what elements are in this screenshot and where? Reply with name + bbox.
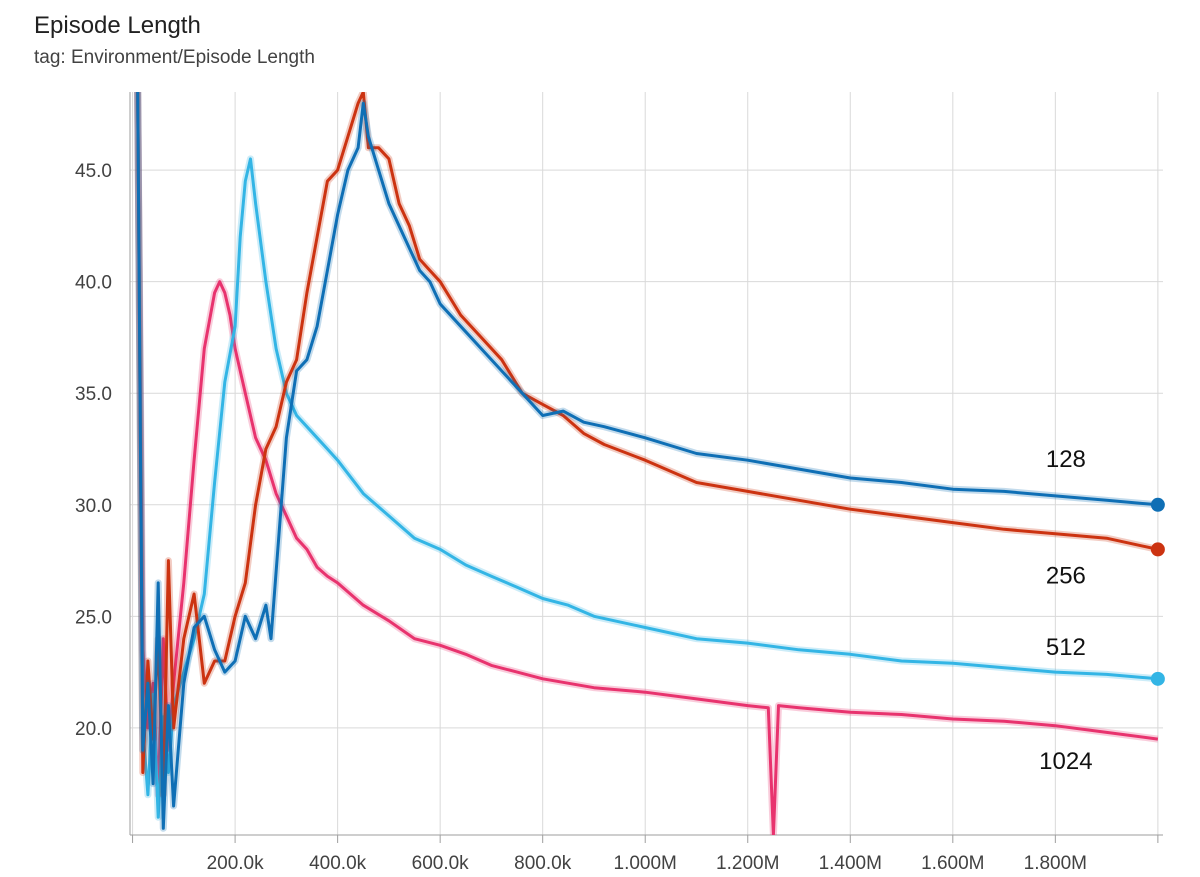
y-tick-label: 45.0 [75,161,112,182]
x-tick-label: 1.200M [716,853,779,874]
series-line-512 [136,92,1159,819]
x-tick-label: 200.0k [207,853,265,874]
series-label-512: 512 [1046,634,1086,661]
y-tick-label: 25.0 [75,607,112,628]
series-end-point-128 [1150,497,1165,512]
series-label-128: 128 [1046,446,1086,473]
chart-subtitle: tag: Environment/Episode Length [34,47,315,68]
x-tick-label: 1.600M [921,853,984,874]
series-label-1024: 1024 [1039,748,1092,775]
series-line-1024 [136,92,1159,835]
x-tick-label: 1.400M [819,853,882,874]
series-halo-512 [134,92,1159,821]
series-labels: 128 256 512 1024 [1039,446,1165,775]
series-end-point-256 [1150,542,1165,557]
tick-labels: 20.0 25.0 30.0 35.0 40.0 45.0 200.0k 400.0k 600.… [75,161,1087,874]
y-tick-label: 40.0 [75,273,112,294]
series-line-128 [136,92,1159,830]
series-end-point-512 [1150,671,1165,686]
x-tick-label: 1.000M [614,853,677,874]
x-tick-label: 800.0k [514,853,572,874]
x-tick-label: 600.0k [412,853,470,874]
y-tick-label: 30.0 [75,496,112,517]
y-tick-label: 35.0 [75,384,112,405]
axes [129,92,1163,843]
series-lines [134,92,1159,835]
y-tick-label: 20.0 [75,719,112,740]
x-tick-label: 400.0k [309,853,367,874]
x-tick-label: 1.800M [1024,853,1087,874]
chart-title: Episode Length [34,12,201,39]
series-label-256: 256 [1046,562,1086,589]
